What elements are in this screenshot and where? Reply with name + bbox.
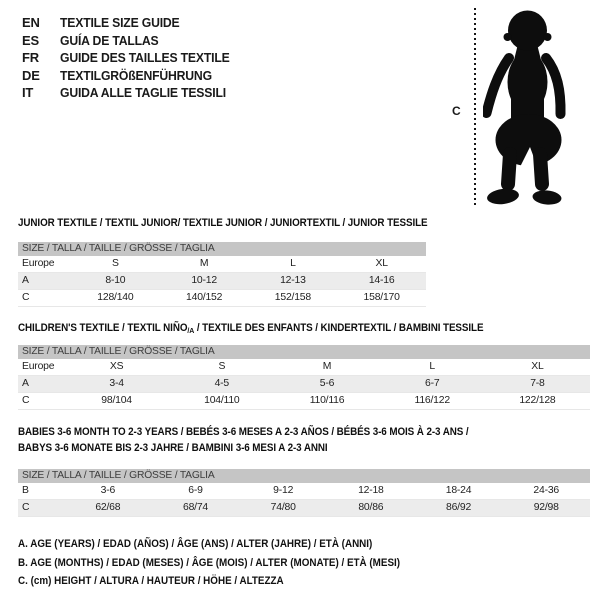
height-cell: 74/80: [270, 502, 296, 513]
section-title-text: CHILDREN'S TEXTILE / TEXTIL NIÑO: [18, 322, 188, 334]
language-code: DE: [22, 67, 40, 83]
height-cell: 92/98: [533, 502, 559, 513]
row-label: Europe: [22, 361, 55, 372]
size-cell: XS: [109, 361, 124, 372]
section-title-line1: BABIES 3-6 MONTH TO 2-3 YEARS / BEBÉS 3-…: [18, 426, 469, 438]
months-cell: 6-9: [188, 485, 203, 496]
height-cell: 116/122: [414, 395, 451, 406]
row-label: Europe: [22, 258, 55, 269]
title-subscript: /A: [187, 326, 195, 335]
footnote-age-months: B. AGE (MONTHS) / EDAD (MESES) / ÂGE (MO…: [18, 556, 401, 569]
junior-size-table: SIZE / TALLA / TAILLE / GRÖSSE / TAGLIA …: [18, 242, 426, 307]
size-header-bar: SIZE / TALLA / TAILLE / GRÖSSE / TAGLIA: [18, 469, 590, 483]
section-title-text: / TEXTILE DES ENFANTS / KINDERTEXTIL / B…: [194, 322, 484, 334]
height-cell: 62/68: [95, 502, 121, 513]
row-label: C: [22, 292, 30, 303]
guide-title: GUÍA DE TALLAS: [60, 32, 159, 48]
row-label: B: [22, 485, 29, 496]
table-row-age: A 8-10 10-12 12-13 14-16: [18, 273, 426, 290]
row-label: A: [22, 378, 29, 389]
table-row-months: B 3-6 6-9 9-12 12-18 18-24 24-36: [18, 483, 590, 500]
section-title-babies: BABIES 3-6 MONTH TO 2-3 YEARS / BEBÉS 3-…: [18, 424, 502, 456]
height-cell: 104/110: [204, 395, 240, 406]
height-cell: 140/152: [186, 292, 223, 303]
age-cell: 6-7: [425, 378, 440, 389]
language-row-en: EN TEXTILE SIZE GUIDE: [22, 14, 240, 32]
height-cell: 110/116: [309, 395, 345, 406]
height-cell: 158/170: [363, 292, 400, 303]
row-label: A: [22, 275, 29, 286]
size-cell: L: [290, 258, 296, 269]
size-cell: M: [322, 361, 332, 372]
months-cell: 24-36: [533, 485, 559, 496]
age-cell: 8-10: [105, 275, 126, 286]
section-title-line2: BABYS 3-6 MONATE BIS 2-3 JAHRE / BAMBINI…: [18, 442, 328, 454]
baby-silhouette-icon: [483, 10, 566, 205]
language-row-it: IT GUIDA ALLE TAGLIE TESSILI: [22, 84, 240, 102]
height-cell: 98/104: [101, 395, 132, 406]
height-cell: 86/92: [446, 502, 472, 513]
height-cell: 68/74: [183, 502, 209, 513]
size-cell: XL: [375, 258, 388, 269]
table-row-height: C 128/140 140/152 152/158 158/170: [18, 290, 426, 307]
legend-footnotes: A. AGE (YEARS) / EDAD (AÑOS) / ÂGE (ANS)…: [18, 535, 429, 591]
guide-title: TEXTILE SIZE GUIDE: [60, 15, 180, 30]
row-label: C: [22, 502, 30, 513]
table-row-age: A 3-4 4-5 5-6 6-7 7-8: [18, 376, 590, 393]
height-cell: 122/128: [519, 395, 556, 406]
age-cell: 7-8: [530, 378, 545, 389]
age-cell: 14-16: [368, 275, 395, 286]
children-size-table: SIZE / TALLA / TAILLE / GRÖSSE / TAGLIA …: [18, 345, 590, 410]
months-cell: 3-6: [100, 485, 116, 496]
height-measure-dashed-line: [474, 8, 476, 207]
language-code: IT: [22, 85, 34, 100]
row-label: C: [22, 395, 30, 406]
language-code: ES: [22, 32, 39, 48]
footnote-age-years: A. AGE (YEARS) / EDAD (AÑOS) / ÂGE (ANS)…: [18, 538, 373, 550]
size-cell: M: [199, 258, 209, 269]
language-row-fr: FR GUIDE DES TAILLES TEXTILE: [22, 49, 240, 67]
months-cell: 9-12: [273, 485, 294, 496]
age-cell: 12-13: [280, 275, 306, 286]
height-label: C: [452, 104, 461, 118]
footnote-height: C. (cm) HEIGHT / ALTURA / HAUTEUR / HÖHE…: [18, 575, 284, 587]
size-header-bar: SIZE / TALLA / TAILLE / GRÖSSE / TAGLIA: [18, 242, 426, 256]
section-title-children: CHILDREN'S TEXTILE / TEXTIL NIÑO/A / TEX…: [18, 320, 484, 337]
language-row-de: DE TEXTILGRÖßENFÜHRUNG: [22, 67, 240, 85]
table-row-europe: Europe S M L XL: [18, 256, 426, 273]
babies-size-table: SIZE / TALLA / TAILLE / GRÖSSE / TAGLIA …: [18, 469, 590, 517]
size-cell: L: [429, 361, 435, 372]
height-cell: 128/140: [97, 292, 134, 303]
language-code: EN: [22, 15, 40, 30]
size-cell: S: [112, 258, 119, 269]
age-cell: 5-6: [319, 378, 335, 389]
size-cell: S: [218, 361, 226, 372]
height-cell: 80/86: [358, 502, 384, 513]
guide-title: TEXTILGRÖßENFÜHRUNG: [60, 67, 212, 83]
language-row-es: ES GUÍA DE TALLAS: [22, 32, 240, 50]
table-row-height: C 62/68 68/74 74/80 80/86 86/92 92/98: [18, 500, 590, 517]
size-cell: XL: [531, 361, 544, 372]
months-cell: 18-24: [445, 485, 472, 496]
guide-title: GUIDE DES TAILLES TEXTILE: [60, 50, 230, 65]
guide-title: GUIDA ALLE TAGLIE TESSILI: [60, 85, 226, 100]
size-header-bar: SIZE / TALLA / TAILLE / GRÖSSE / TAGLIA: [18, 345, 590, 359]
language-title-list: EN TEXTILE SIZE GUIDE ES GUÍA DE TALLAS …: [22, 14, 240, 102]
section-title-junior: JUNIOR TEXTILE / TEXTIL JUNIOR/ TEXTILE …: [18, 217, 428, 229]
age-cell: 10-12: [191, 275, 217, 286]
age-cell: 4-5: [214, 378, 230, 389]
months-cell: 12-18: [358, 485, 384, 496]
table-row-height: C 98/104 104/110 110/116 116/122 122/128: [18, 393, 590, 410]
age-cell: 3-4: [109, 378, 124, 389]
table-row-europe: Europe XS S M L XL: [18, 359, 590, 376]
language-code: FR: [22, 50, 39, 65]
height-cell: 152/158: [274, 292, 311, 303]
